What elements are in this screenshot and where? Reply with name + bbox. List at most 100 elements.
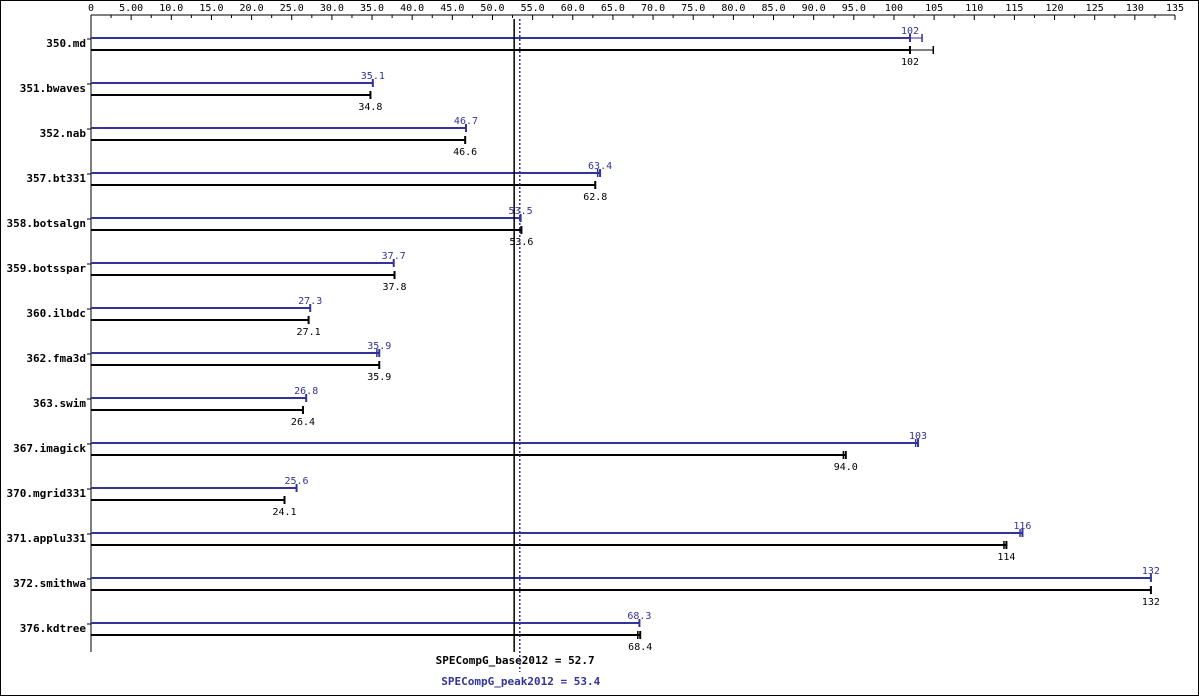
- x-tick-label: 100: [885, 3, 903, 14]
- base-bar-group: 35.9: [91, 361, 391, 383]
- x-tick-label: 25.0: [280, 3, 304, 14]
- base-bar-group: 24.1: [91, 496, 297, 518]
- bars: 350.md 102 102 351.bwaves 35.1 34.8 352.nab 46.…: [7, 26, 1160, 653]
- base-bar-group: 53.6: [91, 226, 533, 248]
- benchmark-label: 376.kdtree: [20, 622, 87, 635]
- x-tick-label: 65.0: [601, 3, 625, 14]
- base-value-label: 94.0: [834, 462, 858, 473]
- x-tick-label: 15.0: [199, 3, 223, 14]
- x-tick-label: 120: [1046, 3, 1064, 14]
- x-tick-label: 40.0: [400, 3, 424, 14]
- base-value-label: 68.4: [628, 642, 652, 653]
- peak-bar-group: 68.3: [91, 611, 651, 627]
- benchmark-label: 350.md: [46, 37, 86, 50]
- base-bar-group: 94.0: [91, 451, 858, 473]
- peak-value-label: 26.8: [294, 386, 318, 397]
- x-tick-label: 130: [1126, 3, 1144, 14]
- x-tick-label: 70.0: [641, 3, 665, 14]
- base-bar-group: 114: [91, 541, 1015, 563]
- base-bar-group: 132: [91, 586, 1160, 608]
- reference-label-1: SPECompG_peak2012 = 53.4: [441, 675, 600, 688]
- base-bar-group: 102: [91, 46, 935, 68]
- benchmark-label: 360.ilbdc: [26, 307, 86, 320]
- peak-bar-group: 35.1: [91, 71, 385, 87]
- benchmark-label: 363.swim: [33, 397, 86, 410]
- base-bar-group: 37.8: [91, 271, 407, 293]
- base-bar-group: 68.4: [91, 631, 652, 653]
- base-value-label: 46.6: [453, 147, 477, 158]
- x-tick-label: 85.0: [761, 3, 785, 14]
- x-tick-label: 30.0: [320, 3, 344, 14]
- base-bar-group: 27.1: [91, 316, 321, 338]
- x-tick-label: 80.0: [721, 3, 745, 14]
- base-value-label: 53.6: [509, 237, 533, 248]
- peak-value-label: 35.1: [361, 71, 385, 82]
- x-tick-label: 75.0: [681, 3, 705, 14]
- x-tick-label: 90.0: [802, 3, 826, 14]
- base-bar-group: 34.8: [91, 91, 382, 113]
- x-axis: 0 5.00 10.0 15.0 20.0 25.0 30.0 35.0 40.0 45.0 50.…: [88, 3, 1184, 652]
- peak-value-label: 103: [909, 431, 927, 442]
- base-value-label: 102: [901, 57, 919, 68]
- benchmark-label: 367.imagick: [13, 442, 86, 455]
- benchmark-label: 358.botsalgn: [7, 217, 86, 230]
- peak-value-label: 102: [901, 26, 919, 37]
- x-tick-label: 50.0: [480, 3, 504, 14]
- x-tick-label: 105: [925, 3, 943, 14]
- base-value-label: 34.8: [358, 102, 382, 113]
- benchmark-label: 372.smithwa: [13, 577, 86, 590]
- reference-label-0: SPECompG_base2012 = 52.7: [436, 654, 595, 667]
- x-tick-label: 125: [1086, 3, 1104, 14]
- base-value-label: 27.1: [297, 327, 321, 338]
- base-value-label: 26.4: [291, 417, 315, 428]
- peak-bar-group: 103: [91, 431, 927, 447]
- base-value-label: 114: [997, 552, 1015, 563]
- x-tick-label: 45.0: [440, 3, 464, 14]
- benchmark-label: 371.applu331: [7, 532, 87, 545]
- base-value-label: 62.8: [583, 192, 607, 203]
- peak-value-label: 25.6: [285, 476, 309, 487]
- peak-bar-group: 132: [91, 566, 1160, 582]
- x-tick-label: 95.0: [842, 3, 866, 14]
- peak-value-label: 63.4: [588, 161, 612, 172]
- reference-lines: SPECompG_base2012 = 52.7 SPECompG_peak201…: [436, 19, 601, 688]
- peak-bar-group: 102: [91, 26, 923, 42]
- peak-bar-group: 37.7: [91, 251, 406, 267]
- peak-bar-group: 53.5: [91, 206, 533, 222]
- base-value-label: 35.9: [367, 372, 391, 383]
- peak-value-label: 116: [1013, 521, 1031, 532]
- benchmark-label: 357.bt331: [26, 172, 86, 185]
- x-tick-label: 110: [965, 3, 983, 14]
- peak-bar-group: 35.9: [91, 341, 391, 357]
- x-tick-label: 35.0: [360, 3, 384, 14]
- base-bar-group: 26.4: [91, 406, 315, 428]
- peak-value-label: 132: [1142, 566, 1160, 577]
- peak-bar-group: 27.3: [91, 296, 322, 312]
- peak-bar-group: 46.7: [91, 116, 478, 132]
- benchmark-label: 351.bwaves: [20, 82, 86, 95]
- base-bar-group: 46.6: [91, 136, 477, 158]
- base-value-label: 24.1: [272, 507, 296, 518]
- x-tick-label: 135: [1166, 3, 1184, 14]
- x-tick-label: 55.0: [521, 3, 545, 14]
- base-bar-group: 62.8: [91, 181, 607, 203]
- x-tick-label: 10.0: [159, 3, 183, 14]
- peak-value-label: 68.3: [627, 611, 651, 622]
- benchmark-label: 370.mgrid331: [7, 487, 87, 500]
- x-tick-label: 60.0: [561, 3, 585, 14]
- peak-value-label: 37.7: [382, 251, 406, 262]
- benchmark-label: 362.fma3d: [26, 352, 86, 365]
- peak-bar-group: 63.4: [91, 161, 612, 177]
- peak-bar-group: 25.6: [91, 476, 309, 492]
- peak-value-label: 53.5: [509, 206, 533, 217]
- x-tick-label: 0: [88, 3, 94, 14]
- peak-value-label: 46.7: [454, 116, 478, 127]
- peak-bar-group: 116: [91, 521, 1031, 537]
- peak-value-label: 27.3: [298, 296, 322, 307]
- benchmark-label: 352.nab: [40, 127, 87, 140]
- peak-bar-group: 26.8: [91, 386, 318, 402]
- x-tick-label: 115: [1005, 3, 1023, 14]
